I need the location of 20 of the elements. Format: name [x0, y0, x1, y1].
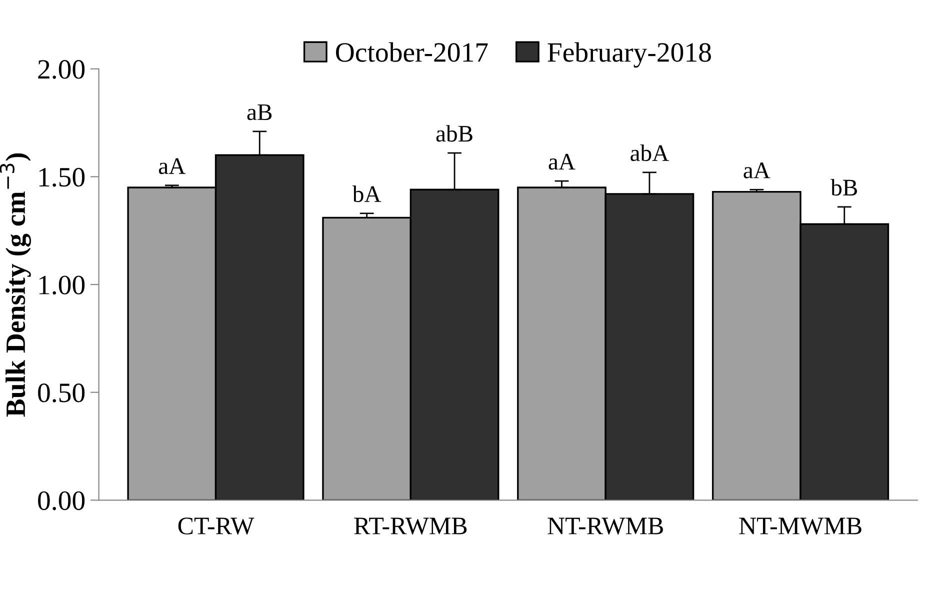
data-label: abA	[630, 144, 669, 162]
data-label: bA	[352, 185, 382, 202]
y-tick-label: 0.00	[38, 491, 85, 510]
data-label: abB	[436, 125, 472, 142]
x-tick-label: NT-RWMB	[548, 518, 663, 535]
x-tick-label: CT-RW	[178, 518, 254, 535]
y-tick-label: 1.50	[39, 168, 85, 187]
data-label: aB	[247, 104, 272, 120]
y-tick-label: 0.50	[38, 384, 85, 402]
y-axis-title: Bulk Density (g cm$^{−3}$)	[0, 153, 31, 417]
legend-label: October-2017	[336, 42, 488, 62]
x-tick-label: NT-MWMB	[739, 518, 862, 535]
data-label: aA	[744, 162, 770, 178]
x-tick-label: RT-RWMB	[354, 518, 467, 535]
data-label: aA	[158, 158, 186, 174]
y-tick-label: 1.00	[39, 276, 85, 295]
y-tick-label: 2.00	[38, 60, 85, 79]
data-label: bB	[830, 179, 857, 196]
data-label: aA	[548, 154, 576, 170]
legend-label: February-2018	[548, 42, 711, 68]
